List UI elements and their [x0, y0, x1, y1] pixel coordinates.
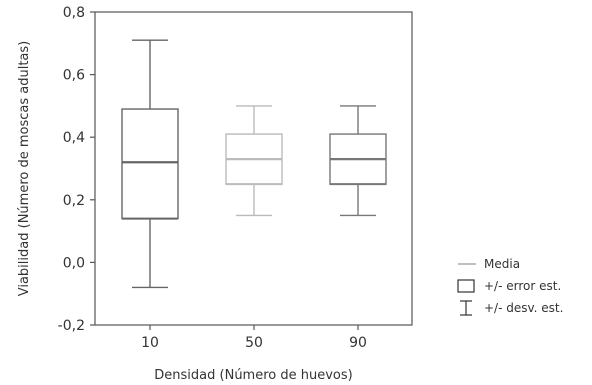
- legend: Media +/- error est. +/- desv. est.: [457, 257, 563, 316]
- x-axis-title: Densidad (Número de huevos): [154, 368, 352, 383]
- legend-box-symbol: [457, 279, 475, 293]
- y-tick-label: 0,2: [63, 193, 85, 209]
- legend-label: +/- error est.: [484, 279, 561, 293]
- y-axis: -0,2 0,0 0,2 0,4 0,6 0,8: [58, 5, 95, 334]
- y-tick-label: 0,8: [63, 5, 85, 21]
- x-axis: 10 50 90: [141, 325, 367, 351]
- box-se: [121, 108, 179, 220]
- y-tick-label: 0,4: [63, 130, 85, 146]
- y-tick-label: 0,6: [63, 68, 85, 84]
- x-tick-label: 10: [141, 335, 159, 351]
- box-50: [225, 105, 283, 217]
- y-tick-label: -0,2: [58, 318, 85, 334]
- legend-item-mean-line: Media: [458, 257, 520, 271]
- boxes-group: [121, 39, 387, 289]
- legend-label: +/- desv. est.: [484, 301, 563, 315]
- y-tick-label: 0,0: [63, 255, 85, 271]
- legend-item-whisker: +/- desv. est.: [460, 300, 563, 316]
- box-10: [121, 39, 179, 289]
- legend-label: Media: [484, 257, 520, 271]
- x-tick-label: 90: [349, 335, 367, 351]
- legend-item-box: +/- error est.: [457, 279, 561, 293]
- box-90: [329, 105, 387, 217]
- x-tick-label: 50: [245, 335, 263, 351]
- y-axis-title: Viabilidad (Número de moscas adultas): [17, 41, 32, 297]
